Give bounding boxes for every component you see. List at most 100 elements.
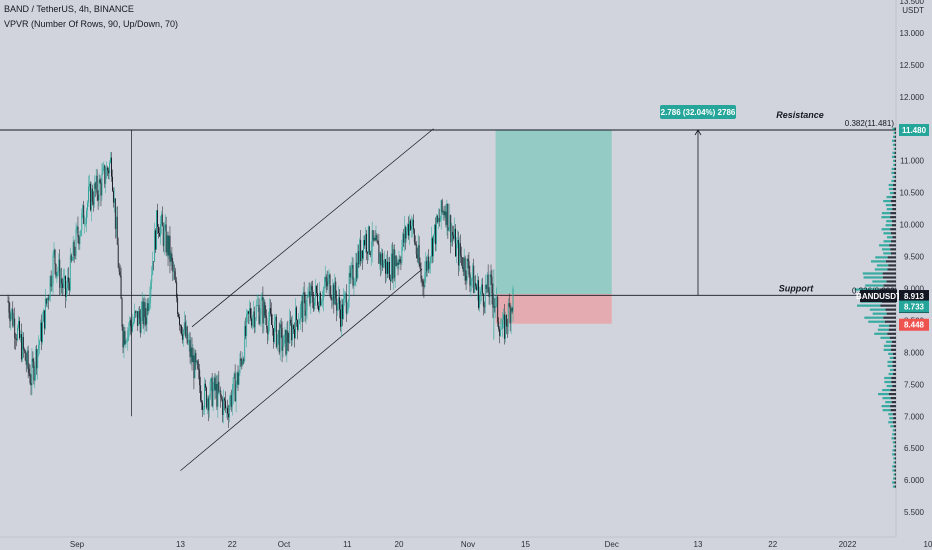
candle-body (233, 373, 235, 378)
volume-profile-bar-up (885, 224, 892, 227)
candle-body (181, 333, 183, 340)
volume-profile-bar-up (883, 240, 892, 243)
candle-body (135, 311, 137, 313)
candle-body (254, 318, 256, 328)
candle-body (28, 368, 30, 374)
candle-body (292, 325, 294, 341)
candle-body (363, 239, 364, 259)
candle-body (299, 306, 301, 321)
candle-body (454, 228, 456, 239)
candle-body (89, 183, 90, 187)
volume-profile-bar-up (888, 421, 893, 424)
candle-body (123, 331, 125, 348)
candle-body (40, 322, 42, 341)
candle-body (263, 302, 265, 324)
candle-body (170, 253, 172, 262)
volume-profile-bar-down (894, 429, 896, 432)
candle-body (317, 293, 318, 306)
candle-body (250, 318, 252, 326)
candle-body (310, 286, 312, 304)
volume-profile-bar-up (885, 401, 892, 404)
candle-body (219, 390, 221, 392)
candle-body (58, 259, 60, 272)
candle-body (289, 319, 291, 343)
volume-profile-bar-down (889, 244, 896, 247)
candle-body (229, 395, 231, 405)
candle-body (116, 216, 118, 245)
x-tick-label: 2022 (839, 540, 857, 549)
volume-profile-bar-down (883, 284, 896, 287)
take-profit-zone (495, 130, 612, 295)
candle-body (68, 282, 70, 291)
y-tick-label: 7.500 (904, 380, 925, 389)
candle-body (204, 383, 205, 410)
stop-price-badge-green-box (899, 300, 929, 313)
candle-body (50, 275, 52, 287)
volume-profile-bar-up (863, 276, 884, 279)
volume-profile-bar-up (881, 212, 891, 215)
indicator-legend[interactable]: VPVR (Number Of Rows, 90, Up/Down, 70) (4, 19, 179, 29)
candle-body (156, 210, 157, 250)
candle-body (415, 244, 417, 255)
candle-body (264, 302, 266, 316)
volume-profile-bar-up (889, 417, 894, 420)
candle-body (318, 305, 319, 311)
candle-body (249, 308, 250, 314)
candle-body (386, 261, 387, 274)
candle-body (141, 301, 143, 311)
volume-profile-bar-down (892, 236, 896, 239)
candle-body (90, 188, 92, 211)
candle-body (158, 226, 159, 234)
volume-profile-bar-up (883, 232, 891, 235)
candle-body (391, 253, 393, 280)
candle-body (147, 303, 149, 312)
candle-body (74, 255, 76, 256)
candle-body (150, 282, 152, 298)
candle-body (401, 246, 403, 263)
candle-body (62, 283, 64, 288)
volume-profile-bar-up (892, 453, 895, 456)
candle-body (244, 325, 246, 362)
candle-body (52, 254, 54, 284)
volume-profile-bar-up (892, 485, 895, 488)
candle-body (248, 311, 249, 314)
resistance-label: Resistance (776, 110, 824, 120)
candle-body (328, 274, 330, 278)
candle-body (376, 235, 378, 242)
candle-body (280, 324, 282, 329)
x-tick-label: Sep (70, 540, 85, 549)
candle-body (78, 236, 80, 245)
symbol-legend[interactable]: BAND / TetherUS, 4h, BINANCE (4, 4, 134, 14)
candle-body (441, 200, 443, 213)
candle-body (349, 272, 351, 278)
candle-body (67, 277, 69, 283)
candle-body (182, 329, 184, 340)
volume-profile-bar-down (880, 304, 896, 307)
candle-body (102, 168, 104, 174)
volume-profile-bar-down (890, 212, 896, 215)
candle-body (342, 298, 344, 319)
volume-profile-bar-up (882, 409, 891, 412)
candle-body (242, 359, 244, 366)
candle-body (276, 334, 278, 347)
candle-body (321, 300, 323, 302)
candle-body (57, 271, 59, 273)
candle-body (140, 310, 142, 333)
candle-body (428, 256, 430, 270)
candle-body (251, 317, 253, 326)
volume-profile-bar-down (893, 417, 896, 420)
y-tick-label: 5.500 (904, 508, 925, 517)
candle-body (7, 301, 9, 302)
volume-profile-bar-down (883, 276, 896, 279)
candle-body (457, 239, 458, 244)
volume-profile-bar-up (892, 465, 895, 468)
candle-body (222, 399, 224, 415)
candle-body (400, 262, 402, 263)
volume-profile-bar-up (892, 469, 895, 472)
volume-profile-bar-down (894, 151, 896, 154)
candle-body (459, 243, 461, 256)
candle-body (427, 256, 429, 271)
candle-body (452, 232, 454, 236)
